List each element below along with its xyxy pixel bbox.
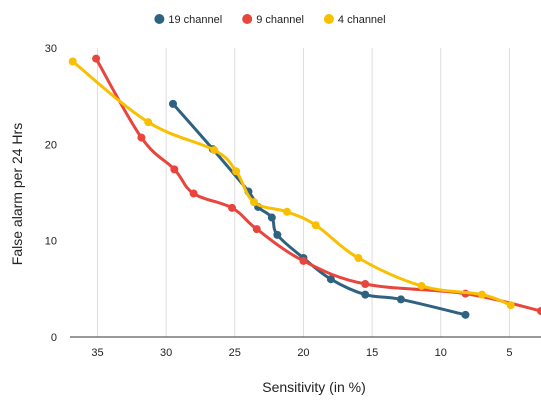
data-point bbox=[252, 225, 261, 234]
series-line bbox=[94, 57, 541, 313]
y-tick-label: 30 bbox=[45, 43, 57, 55]
grid bbox=[96, 48, 510, 337]
data-point bbox=[417, 281, 426, 290]
data-point bbox=[506, 301, 515, 310]
y-tick-label: 10 bbox=[45, 236, 57, 248]
data-point bbox=[477, 290, 486, 299]
data-point bbox=[170, 165, 179, 174]
data-point bbox=[311, 221, 320, 230]
legend-label: 9 channel bbox=[256, 14, 304, 26]
legend-label: 4 channel bbox=[338, 14, 386, 26]
data-point bbox=[282, 207, 291, 216]
x-tick-label: 30 bbox=[160, 347, 172, 359]
x-tick-label: 20 bbox=[297, 347, 309, 359]
tick-labels: 35 30 25 20 15 10 5 0 10 20 30 bbox=[45, 43, 513, 359]
legend-item: 19 channel bbox=[154, 14, 222, 26]
legend-marker bbox=[242, 14, 253, 24]
x-tick-label: 15 bbox=[366, 347, 378, 359]
data-point bbox=[232, 167, 241, 176]
data-point bbox=[210, 146, 219, 155]
data-point bbox=[396, 295, 405, 304]
data-point bbox=[361, 290, 370, 299]
x-tick-label: 10 bbox=[435, 347, 447, 359]
data-point bbox=[461, 310, 470, 319]
series-3 bbox=[68, 57, 515, 310]
data-point bbox=[137, 133, 146, 142]
legend-item: 4 channel bbox=[323, 14, 386, 26]
x-tick-label: 5 bbox=[506, 347, 512, 359]
data-point bbox=[189, 189, 198, 198]
data-point bbox=[92, 54, 101, 63]
series-2 bbox=[92, 54, 541, 315]
legend-marker bbox=[154, 14, 165, 24]
y-axis-title: False alarm per 24 Hrs bbox=[9, 123, 25, 265]
data-point bbox=[326, 275, 335, 284]
y-tick-label: 20 bbox=[45, 139, 57, 151]
data-point bbox=[299, 256, 308, 265]
legend: 19 channel 9 channel 4 channel bbox=[154, 14, 386, 26]
data-point bbox=[354, 254, 363, 263]
data-point bbox=[68, 57, 77, 66]
legend-item: 9 channel bbox=[242, 14, 304, 26]
legend-label: 19 channel bbox=[168, 14, 222, 26]
data-point bbox=[537, 306, 541, 315]
data-point bbox=[168, 99, 177, 108]
x-tick-label: 35 bbox=[91, 347, 103, 359]
data-point bbox=[273, 230, 282, 239]
x-tick-label: 25 bbox=[229, 347, 241, 359]
series bbox=[68, 54, 541, 319]
data-point bbox=[267, 213, 276, 222]
data-point bbox=[144, 118, 153, 127]
data-point bbox=[228, 203, 237, 212]
data-point bbox=[361, 280, 370, 289]
series-line bbox=[71, 59, 513, 307]
x-axis-title: Sensitivity (in %) bbox=[262, 379, 365, 395]
legend-marker bbox=[323, 14, 334, 24]
y-tick-label: 0 bbox=[51, 332, 57, 344]
data-point bbox=[250, 198, 259, 207]
